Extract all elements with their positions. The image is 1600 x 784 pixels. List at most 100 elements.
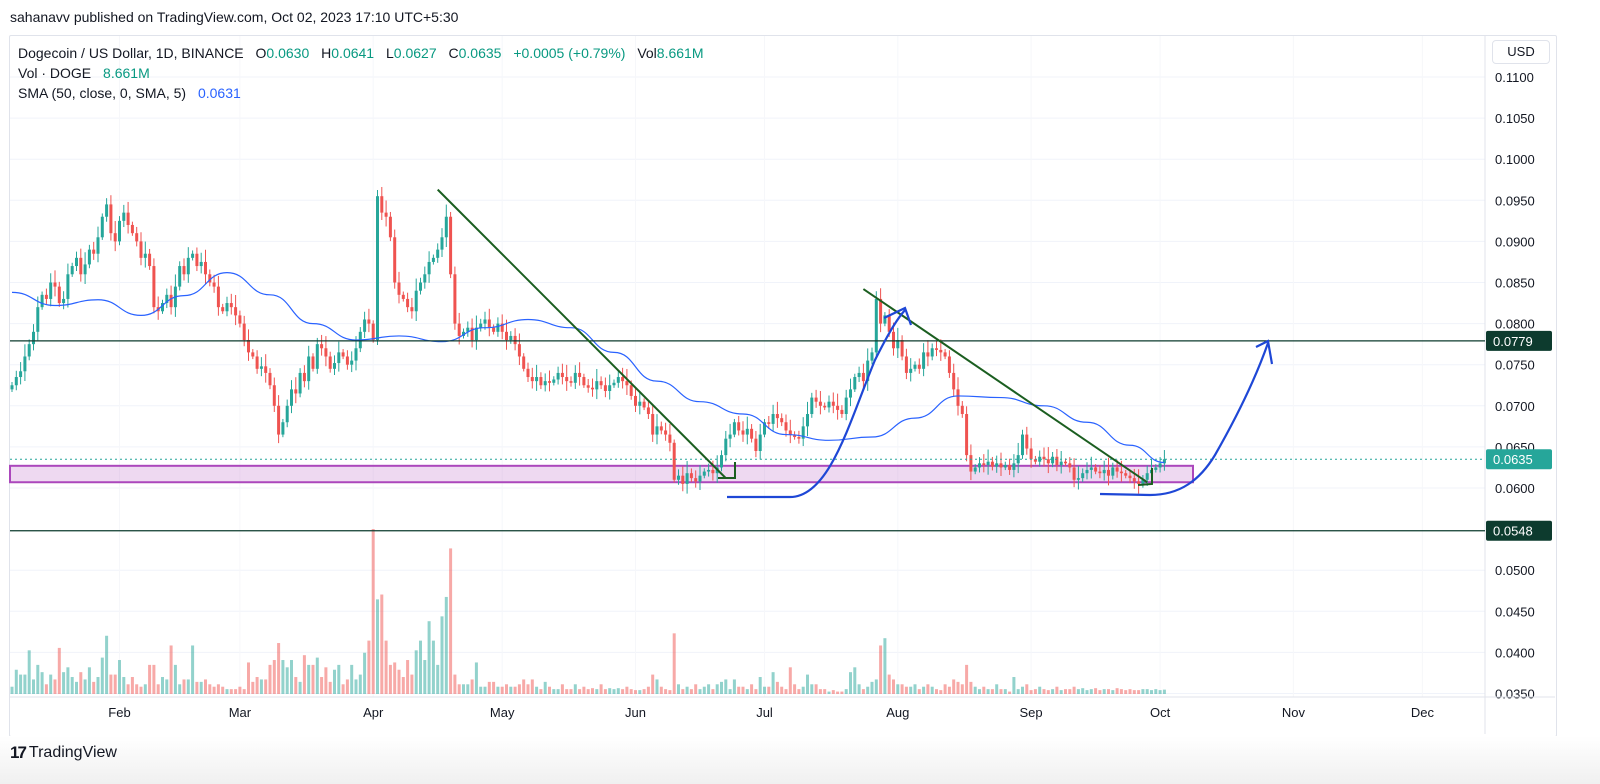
volume-bar [53,679,57,694]
volume-bar [513,686,517,694]
volume-study-row[interactable]: Vol · DOGE 8.661M [18,63,704,83]
volume-bar [522,679,526,694]
volume-bar [801,686,805,694]
volume-bar [1115,688,1119,694]
time-tick-label: Sep [1020,705,1043,720]
volume-bar [874,679,878,694]
volume-bar [221,686,225,694]
volume-bar [1008,691,1012,694]
volume-bar [298,681,302,694]
price-level-badge [1486,330,1552,351]
volume-bar [715,684,719,694]
sma-study-row[interactable]: SMA (50, close, 0, SMA, 5) 0.0631 [18,83,704,103]
price-tick-label: 0.1100 [1495,70,1534,85]
candle-body [806,414,809,427]
candle-body [367,319,371,324]
candle-body [130,224,134,234]
candle-body [724,438,728,456]
candle-body [737,422,741,431]
symbol-legend-row[interactable]: Dogecoin / US Dollar, 1D, BINANCE O0.063… [18,43,704,63]
volume-bar [14,669,18,694]
tradingview-logo[interactable]: 17 TradingView [10,743,117,763]
candle-body [831,401,835,406]
time-tick-label: Mar [229,705,252,720]
candle-body [315,344,319,369]
volume-bar [1059,690,1063,694]
candle-body [866,360,870,382]
volume-bar [466,684,470,694]
candle-body [591,387,594,390]
volume-bar [621,689,625,694]
candle-body [973,467,977,472]
candle-body [969,455,973,472]
candle-body [419,282,422,291]
candle-body [904,356,908,373]
volume-bar [216,684,220,694]
candle-body [492,327,496,332]
volume-bar [969,681,973,694]
candle-body [345,356,349,365]
candle-body [1154,467,1158,470]
candle-body [1124,473,1128,476]
volume-bar [436,664,440,694]
volume-bar [427,621,431,694]
candle-body [965,414,969,456]
volume-bar [376,599,379,694]
candle-body [186,257,190,275]
volume-bar [302,655,306,694]
candle-body [595,381,599,390]
blue-arrow-head-2 [1255,339,1274,365]
volume-bar [767,686,771,694]
volume-bar [268,664,272,694]
grid-lines [10,36,1485,697]
volume-bar [1038,686,1042,694]
volume-bar [1132,690,1136,694]
candle-body [410,307,414,312]
candle-body [646,407,650,415]
volume-bar [169,645,173,694]
change-value: +0.0005 (+0.79%) [513,45,626,61]
volume-bar [247,662,250,694]
volume-bar [814,684,818,694]
volume-bar [1021,686,1024,694]
volume-bar [702,686,706,694]
volume-bar [775,681,779,694]
candle-body [896,340,900,349]
candle-body [1089,467,1093,470]
volume-bar [698,689,702,694]
volume-bar [109,674,113,694]
volume-bar [161,677,164,694]
candle-body [767,422,771,424]
candle-body [664,430,668,435]
volume-bar [500,686,504,694]
candle-body [92,249,96,254]
candle-body [32,331,35,345]
volume-bar [165,679,169,694]
symbol-title: Dogecoin / US Dollar, 1D, BINANCE [18,45,244,61]
candle-body [1012,463,1016,470]
volume-bar [986,689,990,694]
trendlines [436,188,1148,484]
volume-bar [333,669,336,694]
volume-bar [629,689,633,694]
candle-body [694,478,698,482]
volume-bar [285,667,289,694]
currency-button[interactable]: USD [1492,40,1550,64]
candle-body [505,331,508,341]
price-tick-label: 0.0500 [1495,563,1535,578]
candle-body [1094,467,1098,472]
candle-body [221,307,225,312]
volume-bar [939,690,943,694]
volume-bar [569,689,573,694]
candle-body [539,377,543,386]
volume-bar [363,652,367,694]
volume-bar [32,679,35,694]
volume-bar [625,686,629,694]
candle-body [685,473,689,484]
candle-body [281,422,285,435]
volume-bar [1162,689,1166,694]
volume-bar [831,690,835,694]
candle-body [956,389,960,406]
candle-body [788,430,792,435]
